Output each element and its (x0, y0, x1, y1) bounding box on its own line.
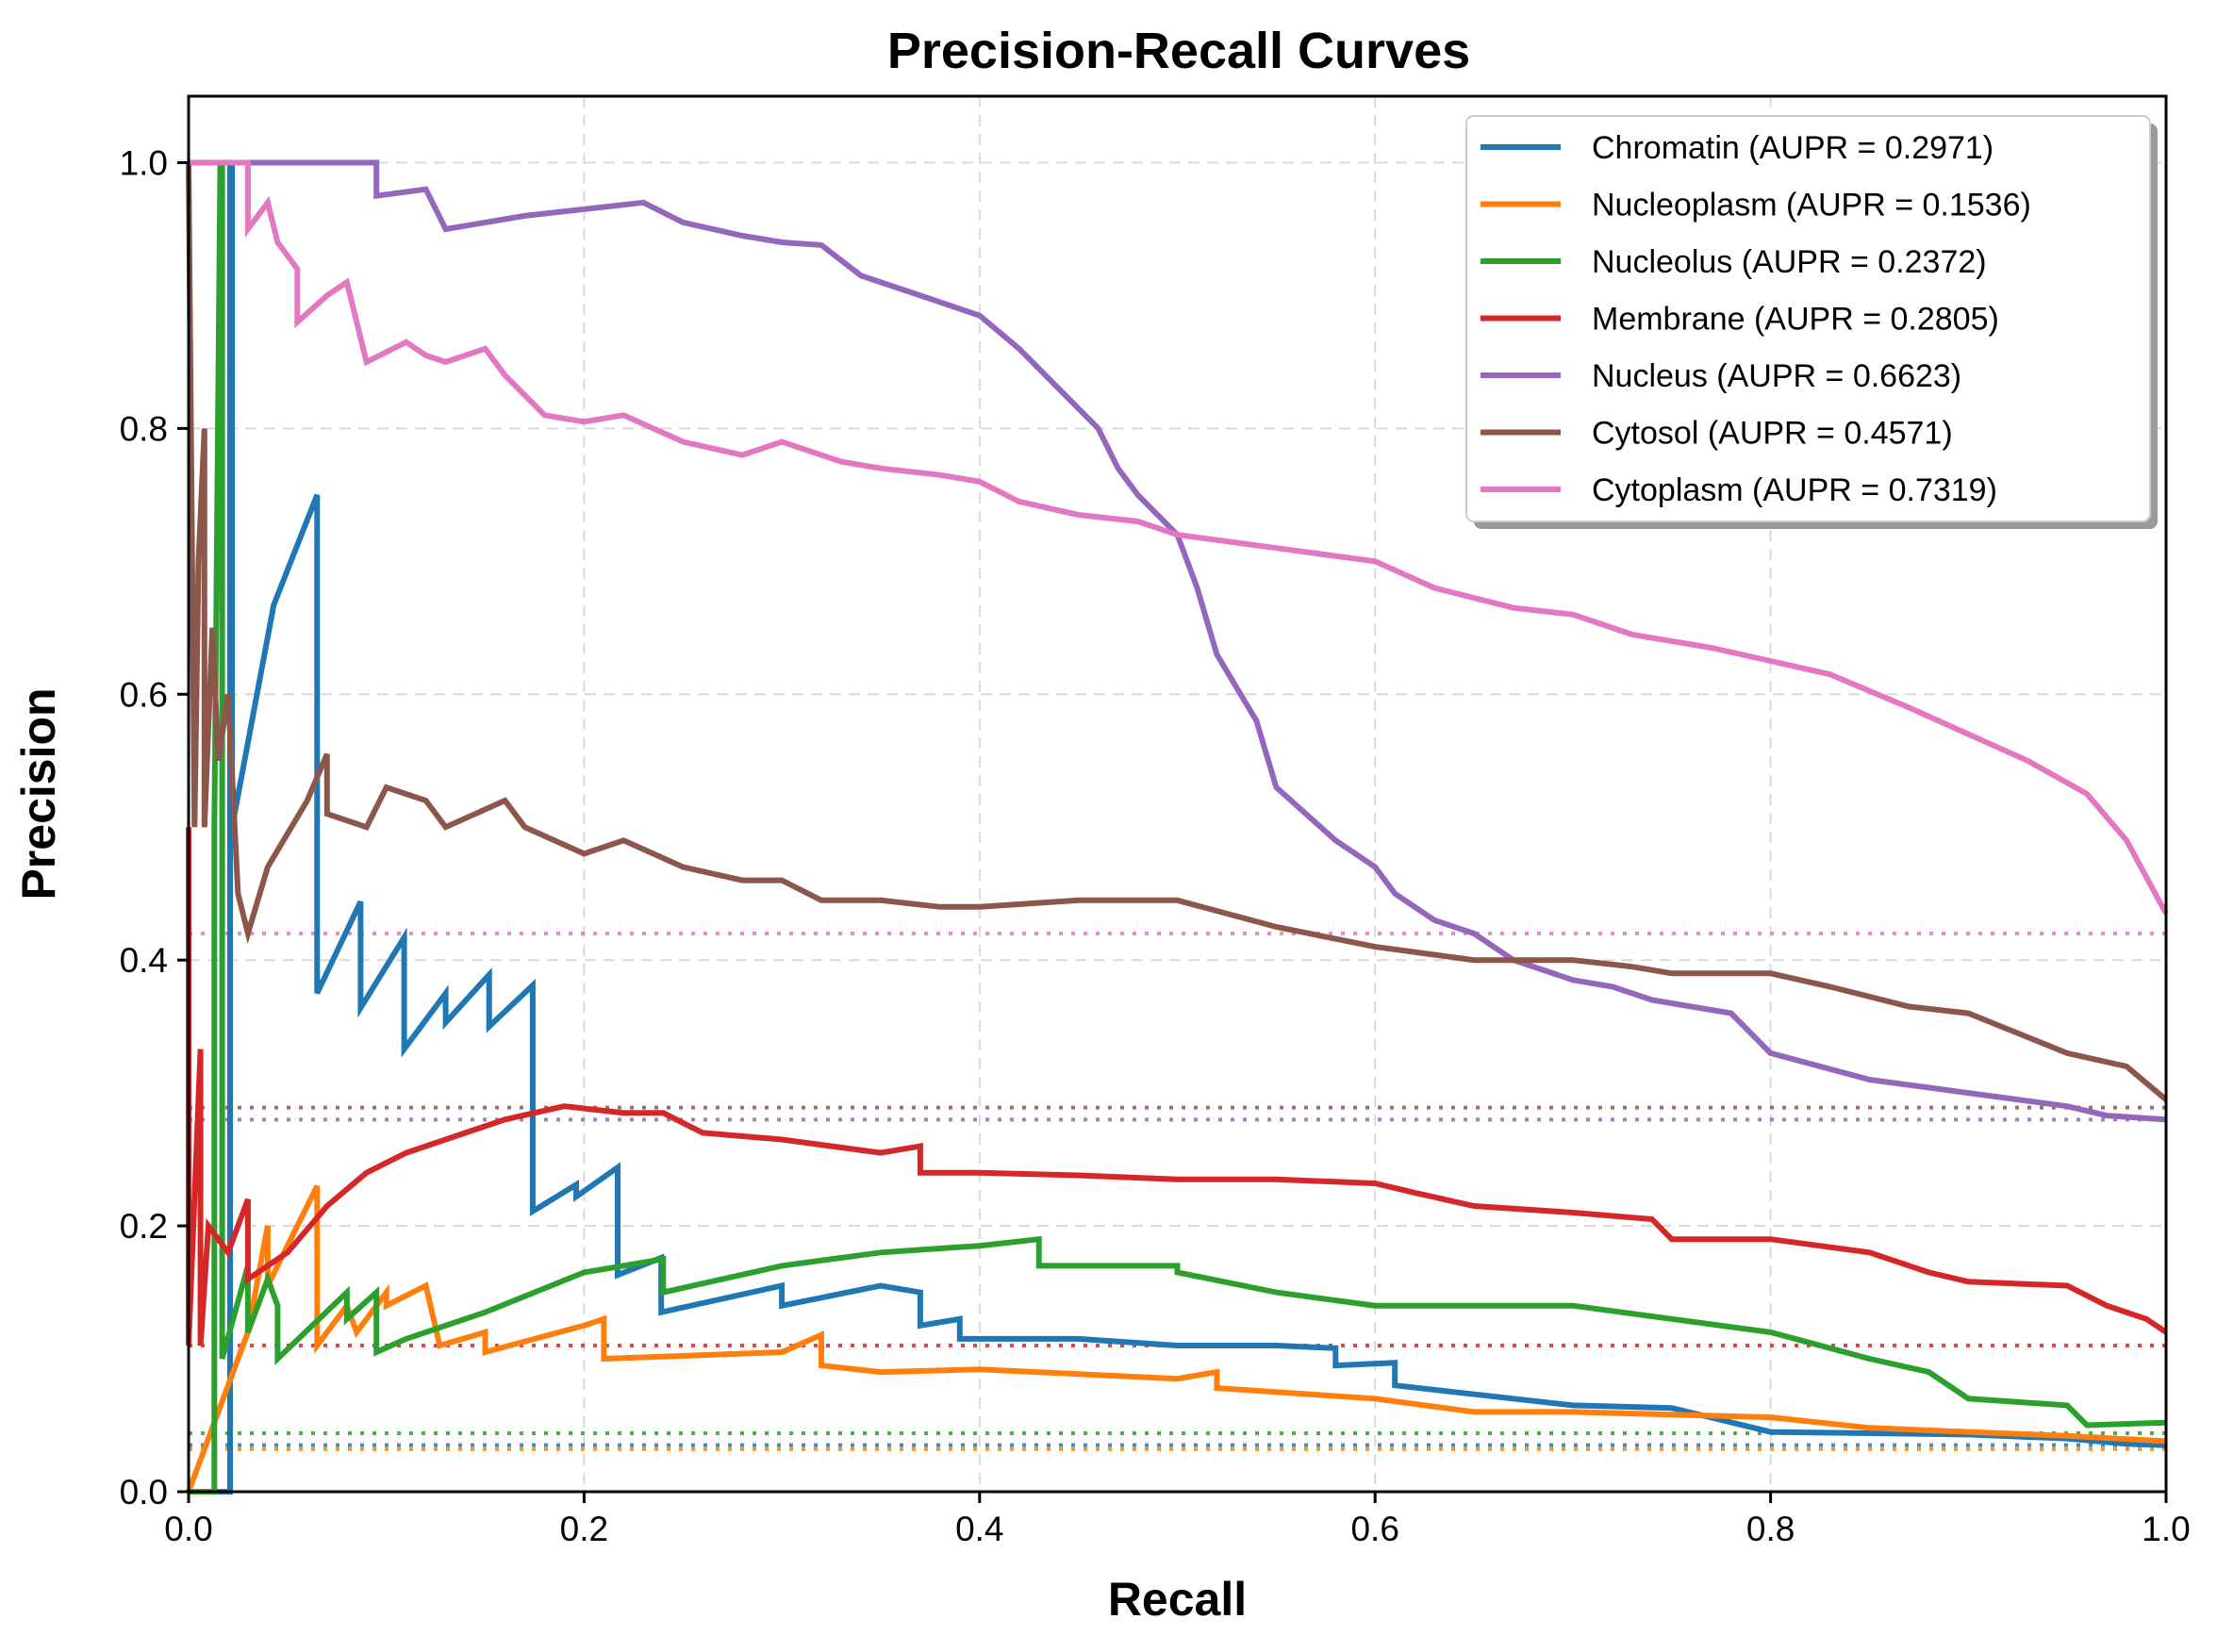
baseline-lines (189, 932, 2166, 1451)
plot-area-frame (187, 94, 2168, 1494)
legend-entry-4: Nucleus (AUPR = 0.6623) (1592, 358, 1961, 394)
series-line-5 (186, 162, 2168, 1102)
x-tick-label: 0.8 (1746, 1510, 1795, 1548)
chart-title: Precision-Recall Curves (887, 23, 1470, 79)
series-line-4 (189, 159, 2167, 1123)
legend: Chromatin (AUPR = 0.2971) Nucleoplasm (AU… (1465, 115, 2158, 529)
legend-entry-1: Nucleoplasm (AUPR = 0.1536) (1592, 188, 2031, 223)
legend-entry-0: Chromatin (AUPR = 0.2971) (1592, 130, 1994, 166)
axis-ticks: 0.0 0.2 0.4 0.6 0.8 1.0 0.0 0.2 0.4 0.6 0.8 1.0 (120, 143, 2191, 1548)
y-tick-label: 0.0 (120, 1473, 168, 1512)
series-line-6 (189, 159, 2169, 916)
y-tick-label: 0.6 (120, 675, 168, 714)
legend-entry-5: Cytosol (AUPR = 0.4571) (1592, 416, 1953, 452)
x-tick-label: 0.2 (560, 1510, 608, 1548)
x-tick-label: 0.4 (955, 1510, 1003, 1548)
legend-entry-3: Membrane (AUPR = 0.2805) (1592, 302, 1999, 338)
series-line-3 (186, 827, 2168, 1346)
y-tick-label: 0.2 (120, 1207, 168, 1246)
x-axis-label: Recall (1108, 1573, 1247, 1626)
y-axis-label: Precision (12, 687, 65, 900)
legend-entry-6: Cytoplasm (AUPR = 0.7319) (1592, 472, 1997, 508)
x-tick-label: 0.0 (164, 1510, 212, 1548)
series-group (186, 159, 2169, 1495)
series-line-2 (189, 159, 2167, 1495)
series-line-1 (186, 1184, 2167, 1494)
y-tick-label: 0.8 (120, 409, 168, 448)
y-tick-label: 0.4 (120, 941, 168, 980)
x-tick-label: 0.6 (1350, 1510, 1398, 1548)
legend-entry-2: Nucleolus (AUPR = 0.2372) (1592, 244, 1987, 280)
y-tick-label: 1.0 (120, 143, 168, 182)
legend-box (1465, 115, 2151, 522)
x-tick-label: 1.0 (2142, 1510, 2190, 1548)
